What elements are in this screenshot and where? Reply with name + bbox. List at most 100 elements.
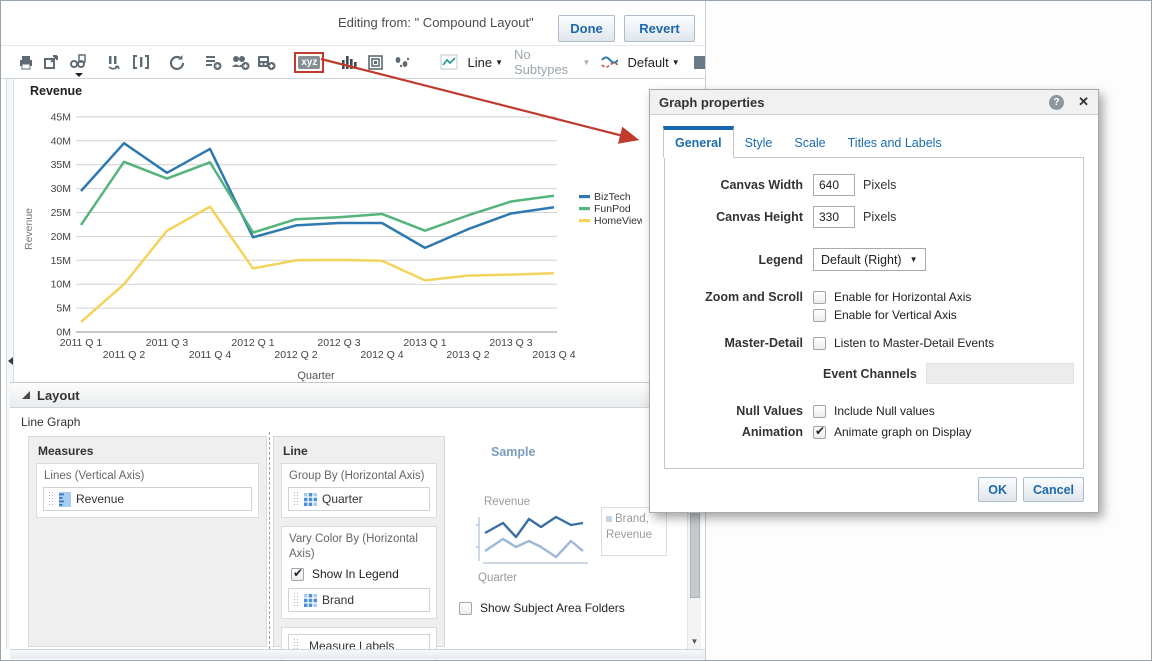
caret-down-icon[interactable]: ▼ bbox=[671, 57, 680, 67]
tab-style[interactable]: Style bbox=[744, 136, 773, 150]
canvas-height-input[interactable] bbox=[813, 206, 855, 228]
event-channels-input[interactable] bbox=[925, 363, 1074, 384]
caret-down-icon: ▼ bbox=[909, 255, 918, 264]
svg-text:2012 Q 2: 2012 Q 2 bbox=[274, 349, 317, 361]
caret-down-icon bbox=[75, 73, 84, 77]
svg-text:40M: 40M bbox=[51, 135, 71, 147]
include-null-values-checkbox[interactable] bbox=[813, 404, 826, 418]
sample-legend-box: Brand, Revenue bbox=[601, 507, 667, 556]
layout-horizontal-scrollbar[interactable] bbox=[10, 649, 705, 659]
vary-color-dropzone[interactable]: Vary Color By (Horizontal Axis) Show In … bbox=[281, 526, 437, 620]
pill-label: Brand bbox=[322, 593, 355, 608]
drag-handle-icon[interactable] bbox=[293, 592, 300, 609]
drag-handle-icon[interactable] bbox=[293, 491, 300, 508]
enable-horizontal-axis-checkbox[interactable] bbox=[813, 290, 826, 304]
print-icon[interactable] bbox=[15, 51, 36, 73]
done-button[interactable]: Done bbox=[558, 15, 615, 42]
cancel-button[interactable]: Cancel bbox=[1023, 477, 1084, 502]
drag-handle-icon[interactable] bbox=[48, 491, 55, 508]
show-in-legend-checkbox[interactable] bbox=[291, 566, 304, 581]
checkbox-label: Animate graph on Display bbox=[834, 425, 972, 439]
sample-legend-text: Revenue bbox=[606, 528, 653, 541]
help-icon[interactable]: ? bbox=[1049, 94, 1065, 110]
animate-graph-checkbox[interactable] bbox=[813, 424, 826, 439]
export-icon[interactable] bbox=[41, 51, 62, 73]
style-squiggle-icon bbox=[598, 51, 619, 73]
sample-x-axis-label: Quarter bbox=[478, 572, 517, 584]
view-properties-icon[interactable] bbox=[365, 51, 386, 73]
collapse-panel-icon[interactable] bbox=[8, 357, 13, 365]
svg-text:2013 Q 2: 2013 Q 2 bbox=[446, 349, 489, 361]
checkbox-label: Show Subject Area Folders bbox=[480, 601, 625, 615]
master-detail-label: Master-Detail bbox=[724, 336, 804, 350]
show-filters-icon[interactable] bbox=[104, 51, 125, 73]
graph-type-bar-icon[interactable] bbox=[339, 51, 360, 73]
dialog-content: Canvas Width Pixels Canvas Height Pixels… bbox=[664, 157, 1084, 469]
legend-dropdown[interactable]: Default (Right) ▼ bbox=[813, 248, 926, 271]
canvas-width-row: Canvas Width Pixels bbox=[675, 174, 1083, 196]
svg-text:10M: 10M bbox=[51, 279, 71, 291]
svg-text:2011 Q 3: 2011 Q 3 bbox=[146, 337, 189, 349]
legend-label: Legend bbox=[758, 252, 803, 267]
canvas-width-input[interactable] bbox=[813, 174, 855, 196]
dialog-header[interactable]: Graph properties ? ✕ bbox=[650, 90, 1098, 115]
null-values-row: Null Values Include Null values bbox=[675, 404, 1083, 418]
revenue-pill[interactable]: Revenue bbox=[43, 487, 252, 512]
new-calculated-item-icon[interactable] bbox=[256, 51, 277, 73]
graph-type-dropdown[interactable]: Line bbox=[467, 54, 493, 70]
rename-view-icon[interactable] bbox=[130, 51, 151, 73]
scroll-down-icon[interactable]: ▼ bbox=[690, 637, 699, 646]
style-dropdown[interactable]: Default bbox=[627, 54, 669, 70]
pill-label: Revenue bbox=[76, 492, 125, 507]
canvas-height-unit: Pixels bbox=[863, 210, 897, 224]
tab-general[interactable]: General bbox=[663, 126, 734, 158]
attribute-grid-icon bbox=[304, 492, 317, 506]
new-group-icon[interactable] bbox=[229, 51, 250, 73]
dropzone-label: Vary Color By (Horizontal Axis) bbox=[289, 533, 418, 560]
brand-pill[interactable]: Brand bbox=[288, 588, 430, 613]
svg-text:35M: 35M bbox=[51, 159, 71, 171]
ok-button[interactable]: OK bbox=[978, 477, 1017, 502]
dialog-footer: OK Cancel bbox=[978, 477, 1084, 502]
collapse-triangle-icon[interactable] bbox=[22, 391, 30, 399]
svg-text:2012 Q 3: 2012 Q 3 bbox=[317, 337, 360, 349]
svg-text:20M: 20M bbox=[51, 231, 71, 243]
caret-down-icon[interactable]: ▼ bbox=[495, 57, 503, 67]
chart-title: Revenue bbox=[30, 84, 83, 98]
svg-text:FunPod: FunPod bbox=[594, 203, 631, 215]
edit-graph-properties-icon[interactable]: xyz bbox=[298, 55, 321, 69]
svg-text:2012 Q 4: 2012 Q 4 bbox=[360, 349, 403, 361]
drag-handle-icon[interactable] bbox=[293, 638, 300, 655]
positions-icon[interactable] bbox=[391, 51, 412, 73]
checkbox-label: Show In Legend bbox=[312, 567, 399, 582]
listen-master-detail-checkbox[interactable] bbox=[813, 336, 826, 350]
tab-titles-and-labels[interactable]: Titles and Labels bbox=[847, 136, 942, 150]
show-subject-area-folders-checkbox[interactable] bbox=[459, 601, 472, 615]
sample-label: Sample bbox=[491, 445, 536, 459]
dialog-title: Graph properties bbox=[659, 94, 765, 110]
enable-vertical-axis-checkbox[interactable] bbox=[813, 308, 826, 322]
group-by-dropzone[interactable]: Group By (Horizontal Axis) Quarter bbox=[281, 463, 437, 519]
animation-label: Animation bbox=[741, 425, 803, 439]
panel-splitter[interactable] bbox=[6, 79, 14, 649]
checkbox-label: Enable for Vertical Axis bbox=[834, 308, 957, 322]
svg-text:2013 Q 3: 2013 Q 3 bbox=[489, 337, 532, 349]
zoom-scroll-row: Zoom and Scroll Enable for Horizontal Ax… bbox=[675, 290, 1083, 304]
quarter-pill[interactable]: Quarter bbox=[288, 487, 430, 512]
layout-section-header[interactable]: Layout bbox=[10, 382, 705, 408]
color-swatch-icon[interactable] bbox=[693, 55, 706, 69]
preview-icon[interactable] bbox=[67, 51, 88, 77]
new-view-icon[interactable] bbox=[203, 51, 224, 73]
show-in-legend-row: Show In Legend bbox=[291, 566, 429, 582]
master-detail-row: Master-Detail Listen to Master-Detail Ev… bbox=[675, 336, 1083, 350]
revert-button[interactable]: Revert bbox=[624, 15, 695, 42]
legend-bullet-icon bbox=[606, 516, 612, 522]
refresh-icon[interactable] bbox=[167, 51, 188, 73]
layout-title: Layout bbox=[37, 387, 80, 403]
dialog-tabs: General Style Scale Titles and Labels bbox=[650, 126, 1098, 158]
measure-ruler-icon bbox=[59, 491, 71, 507]
close-icon[interactable]: ✕ bbox=[1078, 94, 1089, 109]
lines-vertical-axis-dropzone[interactable]: Lines (Vertical Axis) Revenue bbox=[36, 463, 259, 519]
tab-scale[interactable]: Scale bbox=[794, 136, 826, 150]
